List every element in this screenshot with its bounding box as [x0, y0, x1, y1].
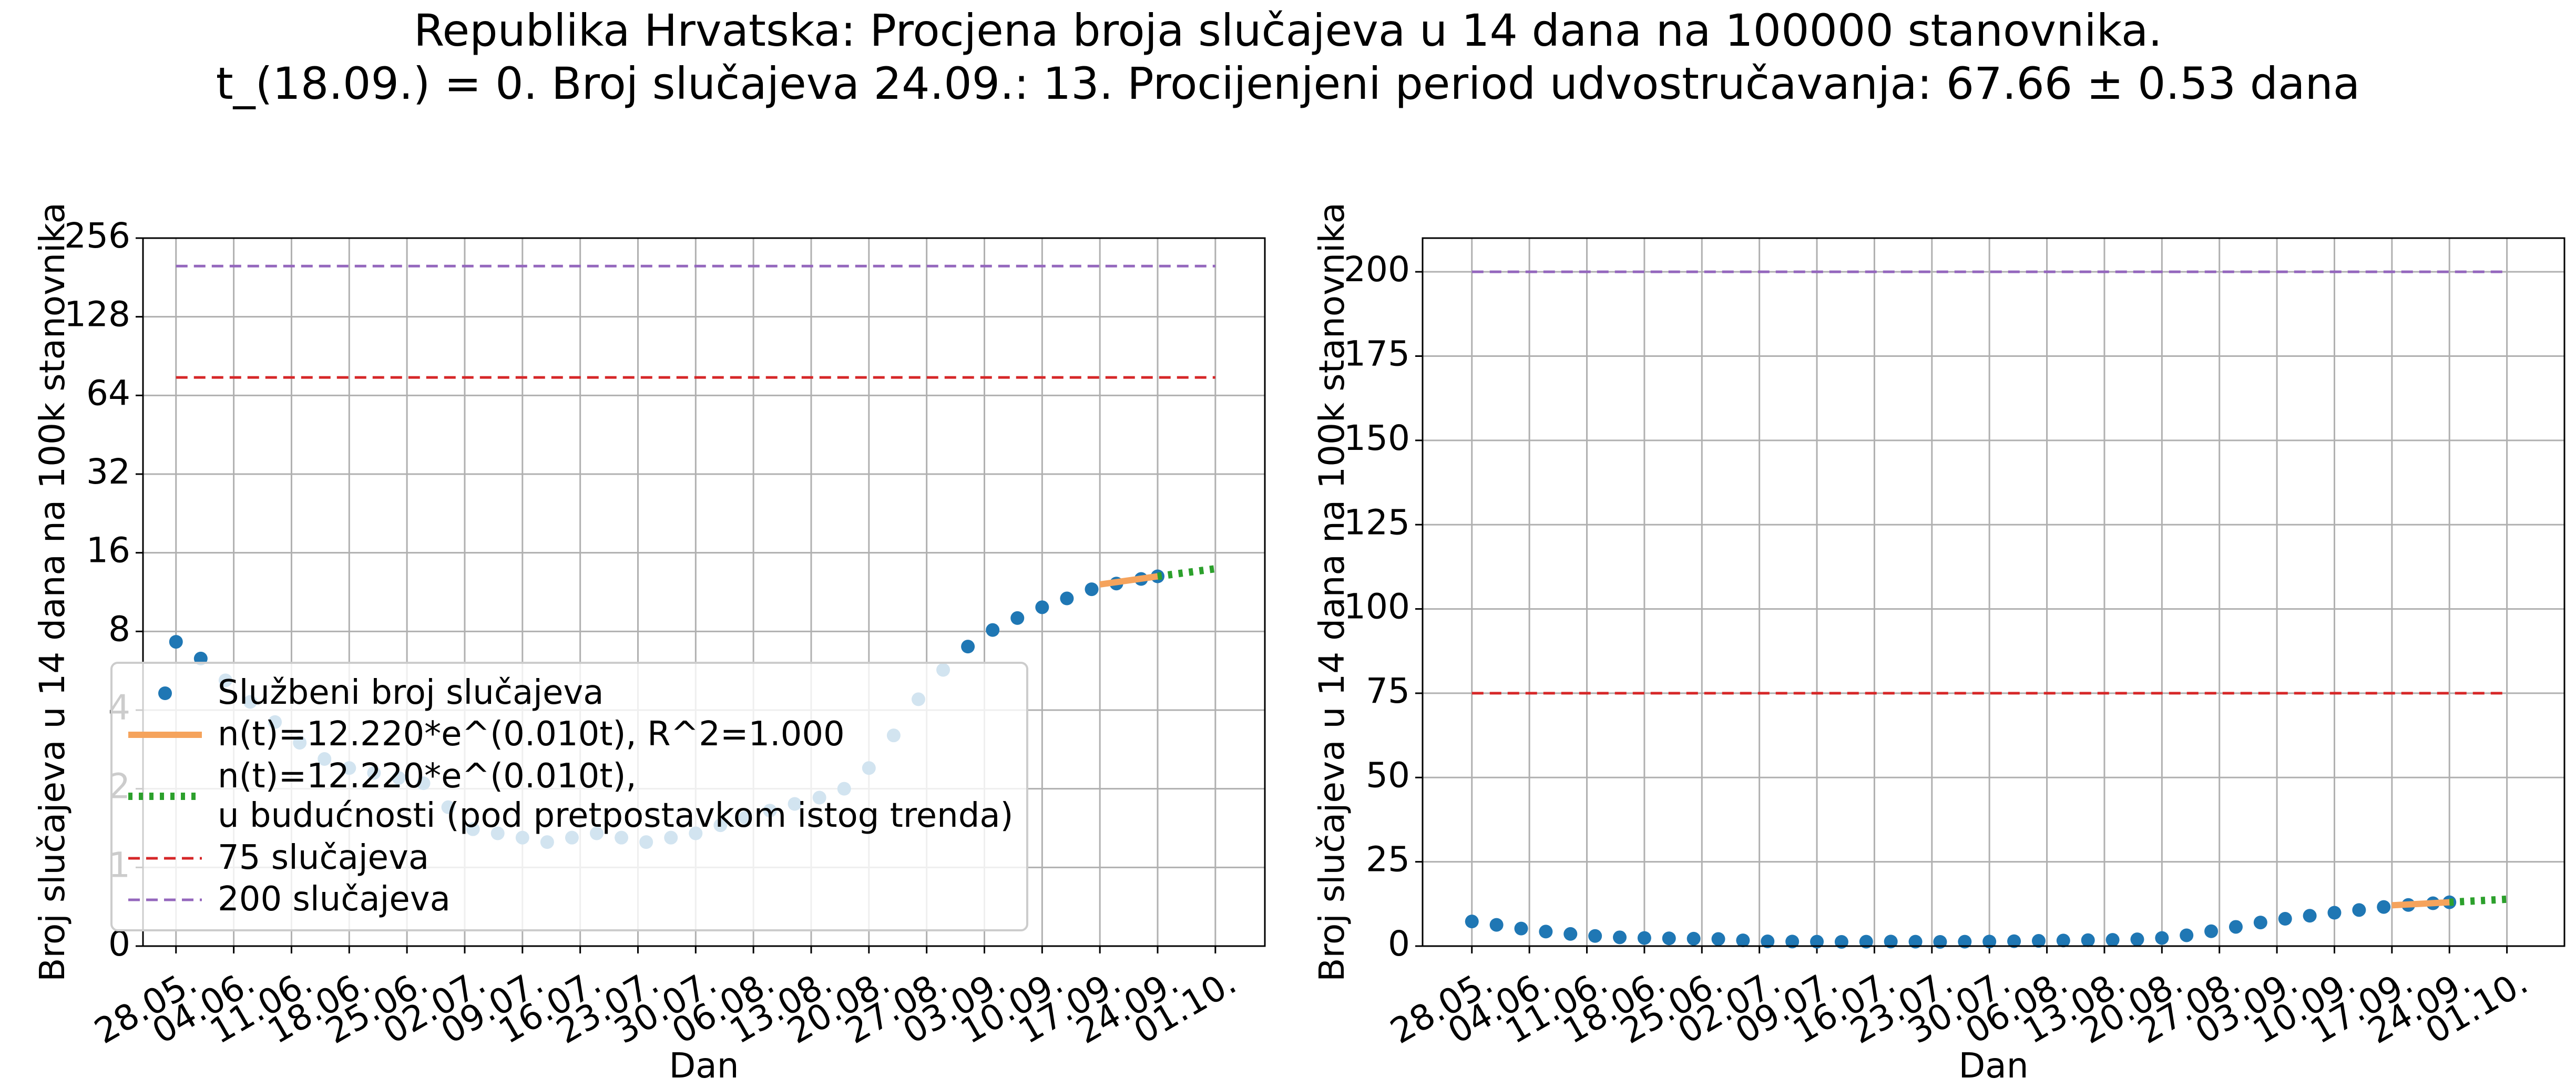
legend-label: n(t)=12.220*e^(0.010t), u budućnosti (po…: [218, 756, 1014, 836]
legend-marker: [128, 857, 202, 860]
data-point: [1884, 935, 1898, 949]
y-tick-label: 100: [1344, 587, 1410, 627]
x-axis-label: Dan: [669, 1045, 739, 1086]
data-point: [1613, 930, 1627, 945]
data-point: [2204, 924, 2219, 938]
y-tick-label: 200: [1344, 249, 1410, 290]
y-axis-label: Broj slučajeva u 14 dana na 100k stanovn…: [1312, 202, 1352, 982]
data-point: [2155, 931, 2169, 945]
legend-marker: [158, 686, 172, 700]
data-point: [2377, 900, 2391, 914]
y-tick-label: 8: [108, 609, 130, 649]
data-point: [1662, 931, 1676, 946]
data-point: [2007, 934, 2021, 948]
data-point: [1465, 915, 1479, 929]
legend-entry: n(t)=12.220*e^(0.010t), u budućnosti (po…: [118, 757, 1014, 836]
y-tick-label: 50: [1366, 755, 1410, 795]
legend-entry: 75 slučajeva: [118, 838, 1014, 878]
legend-label: 75 slučajeva: [218, 838, 430, 877]
data-point: [2180, 928, 2194, 942]
data-point: [2056, 933, 2070, 948]
y-tick-label: 64: [86, 373, 130, 413]
data-point: [2081, 933, 2095, 947]
chart: 025507510012515017520028.05.04.06.11.06.…: [1312, 202, 2565, 1086]
data-point: [1514, 921, 1528, 936]
data-point: [169, 635, 183, 649]
data-point: [1982, 935, 1997, 949]
x-axis-label: Dan: [1958, 1045, 2028, 1086]
legend-marker: [128, 793, 202, 800]
legend-entry: 200 slučajeva: [118, 880, 1014, 920]
series-line: [2391, 899, 2450, 909]
data-point: [1085, 582, 1099, 597]
legend-label: 200 slučajeva: [218, 880, 451, 919]
legend-entry: n(t)=12.220*e^(0.010t), R^2=1.000: [118, 715, 1014, 755]
series-line: [1099, 573, 1158, 588]
series-line: [1157, 565, 1216, 580]
plot-frame: [142, 237, 1266, 947]
y-tick-label: 150: [1344, 418, 1410, 458]
data-point: [1859, 935, 1873, 949]
data-point: [1834, 935, 1848, 949]
data-point: [1933, 935, 1947, 949]
data-point: [2253, 916, 2267, 930]
y-tick-label: 32: [86, 451, 130, 492]
y-axis-label: Broj slučajeva u 14 dana na 100k stanovn…: [32, 202, 73, 982]
data-point: [2352, 903, 2366, 917]
data-point: [2229, 920, 2243, 934]
y-tick-label: 25: [1366, 839, 1410, 880]
y-tick-label: 16: [86, 530, 130, 571]
series-line: [2449, 895, 2507, 906]
data-point: [1958, 935, 1972, 949]
y-tick-label: 75: [1366, 671, 1410, 711]
y-tick-label: 128: [64, 294, 130, 335]
data-point: [1563, 927, 1578, 941]
y-tick-label: 125: [1344, 502, 1410, 542]
y-tick-label: 175: [1344, 334, 1410, 374]
data-point: [2031, 934, 2046, 948]
figure-title: Republika Hrvatska: Procjena broja sluča…: [216, 5, 2360, 109]
data-point: [2105, 933, 2120, 947]
data-point: [1810, 935, 1824, 949]
data-point: [1489, 918, 1504, 932]
legend-entry: Službeni broj slučajeva: [118, 673, 1014, 713]
data-point: [1711, 932, 1725, 946]
chart: 0124816326412825628.05.04.06.11.06.18.06…: [32, 202, 1266, 1086]
data-point: [2327, 906, 2342, 920]
data-point: [1010, 611, 1025, 625]
data-point: [1588, 929, 1602, 943]
data-point: [1637, 931, 1651, 945]
data-point: [1736, 933, 1750, 948]
data-point: [986, 623, 1000, 637]
data-point: [2278, 912, 2292, 926]
data-point: [1060, 591, 1074, 605]
data-point: [1035, 600, 1049, 614]
data-point: [1686, 931, 1701, 946]
data-point: [961, 640, 975, 654]
legend-marker: [158, 686, 172, 700]
legend-marker: [128, 732, 202, 738]
data-point: [1785, 935, 1800, 949]
y-tick-label: 0: [1388, 923, 1410, 964]
data-point: [2130, 932, 2144, 947]
legend-label: n(t)=12.220*e^(0.010t), R^2=1.000: [218, 715, 845, 754]
legend: Službeni broj slučajeva n(t)=12.220*e^(0.…: [110, 661, 1028, 931]
legend-marker: [128, 898, 202, 901]
y-tick-label: 256: [64, 215, 130, 256]
data-point: [1908, 935, 1923, 949]
data-point: [2303, 909, 2317, 923]
legend-label: Službeni broj slučajeva: [218, 673, 604, 712]
plot-frame: [1422, 237, 2565, 947]
data-point: [1539, 925, 1553, 939]
data-point: [1761, 935, 1775, 949]
